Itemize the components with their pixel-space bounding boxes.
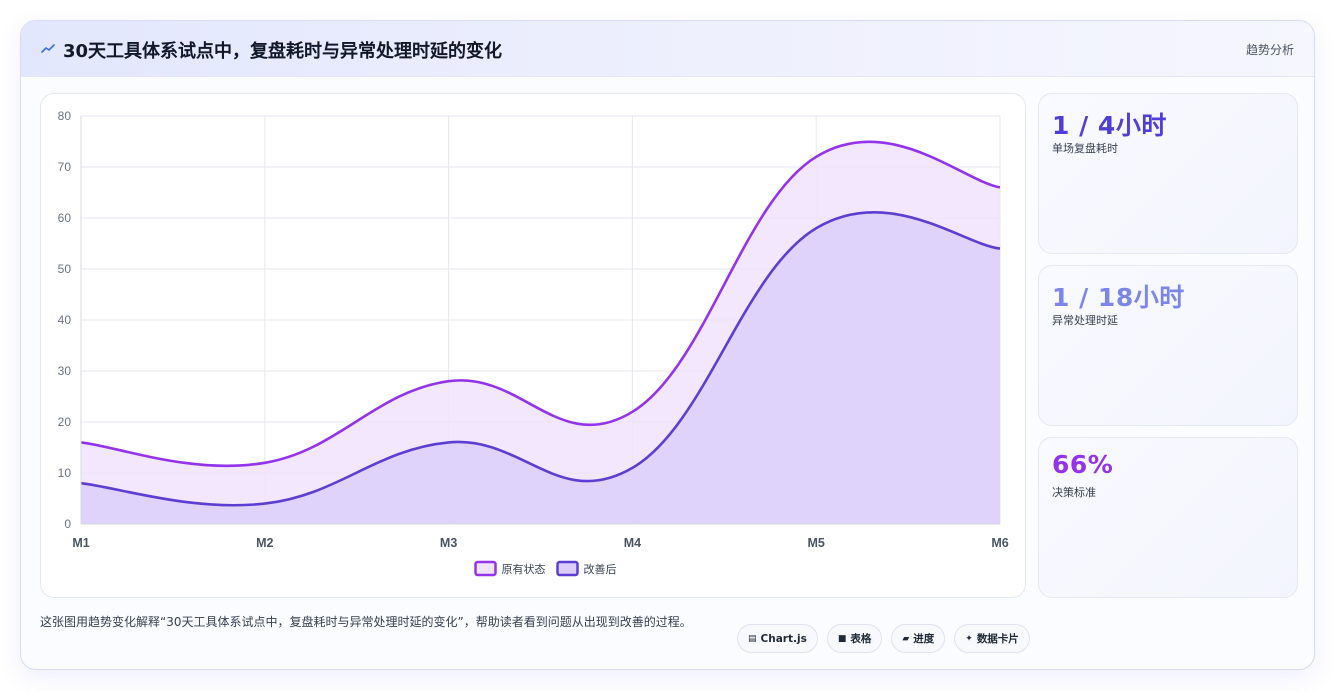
stat-card-exception-latency: 1 / 18小时 异常处理时延	[1038, 265, 1298, 426]
tag-data-card[interactable]: ✦ 数据卡片	[954, 624, 1030, 653]
data-point	[999, 186, 1001, 188]
data-point	[447, 380, 449, 382]
stat-value: 66%	[1052, 450, 1114, 479]
stat-value: 1 / 4小时	[1052, 111, 1167, 140]
data-point	[815, 227, 817, 229]
tag-table[interactable]: ■ 表格	[826, 624, 883, 653]
chart-icon: ▤	[748, 633, 757, 644]
series-area-1	[81, 212, 1000, 524]
y-tick-label: 30	[58, 364, 72, 378]
y-tick-label: 10	[58, 466, 72, 480]
header-tag: 趋势分析	[1245, 43, 1294, 57]
y-tick-label: 50	[58, 262, 72, 276]
y-tick-label: 70	[58, 160, 72, 174]
y-tick-label: 0	[64, 517, 71, 531]
data-point	[264, 462, 266, 464]
tag-label: 进度	[913, 633, 935, 645]
table-icon: ■	[837, 633, 847, 644]
stat-value: 1 / 18小时	[1052, 283, 1185, 312]
tag-label: Chart.js	[760, 632, 807, 645]
legend-swatch	[474, 560, 497, 577]
x-tick-label: M4	[624, 536, 641, 550]
y-tick-label: 60	[58, 211, 72, 225]
legend-swatch	[556, 560, 579, 577]
stat-label: 决策标准	[1052, 486, 1096, 499]
card-header: 30天工具体系试点中，复盘耗时与异常处理时延的变化 趋势分析	[21, 21, 1314, 77]
stat-card-review-time: 1 / 4小时 单场复盘耗时	[1038, 93, 1298, 254]
series-line-0	[80, 140, 1001, 468]
data-point	[815, 156, 817, 158]
page-title: 30天工具体系试点中，复盘耗时与异常处理时延的变化	[63, 41, 503, 62]
progress-icon: ▰	[902, 633, 910, 644]
y-tick-label: 80	[58, 109, 72, 123]
tag-label: 数据卡片	[976, 633, 1019, 645]
chart-description: 这张图用趋势变化解释“30天工具体系试点中，复盘耗时与异常处理时延的变化”，帮助…	[40, 615, 692, 629]
data-point	[447, 441, 449, 443]
legend-label: 改善后	[584, 562, 617, 576]
y-tick-label: 20	[58, 415, 72, 429]
tag-chartjs[interactable]: ▤ Chart.js	[737, 624, 818, 653]
tag-list: ▤ Chart.js ■ 表格 ▰ 进度 ✦ 数据卡片	[737, 624, 1030, 653]
x-tick-label: M5	[808, 536, 825, 550]
x-tick-label: M6	[991, 536, 1008, 550]
series-line-1	[80, 210, 1001, 507]
y-tick-label: 40	[58, 313, 72, 327]
sparkle-icon: ✦	[965, 633, 973, 644]
stat-label: 异常处理时延	[1052, 314, 1118, 327]
x-tick-label: M2	[256, 536, 273, 550]
legend: 原有状态 改善后	[474, 560, 617, 577]
data-point	[631, 467, 633, 469]
tag-progress[interactable]: ▰ 进度	[891, 624, 946, 653]
stat-card-decision-standard: 66% 决策标准	[1038, 437, 1298, 598]
stat-label: 单场复盘耗时	[1052, 142, 1118, 155]
trend-icon	[41, 44, 55, 53]
x-tick-label: M3	[440, 536, 457, 550]
tag-label: 表格	[850, 633, 872, 645]
legend-label: 原有状态	[502, 562, 546, 576]
data-point	[999, 247, 1001, 249]
chart-card: 30天工具体系试点中，复盘耗时与异常处理时延的变化 趋势分析 0 10 20 30 40…	[20, 20, 1315, 670]
chart-panel: 0 10 20 30 40 50 60 70 80 M1 M2 M3 M4 M5 M6 原有状态 改善后	[40, 93, 1026, 598]
area-chart: 0 10 20 30 40 50 60 70 80 M1 M2 M3 M4 M5 M6 原有状态 改善后	[58, 109, 1009, 577]
x-tick-label: M1	[72, 536, 89, 550]
data-point	[631, 411, 633, 413]
data-point	[264, 502, 266, 504]
